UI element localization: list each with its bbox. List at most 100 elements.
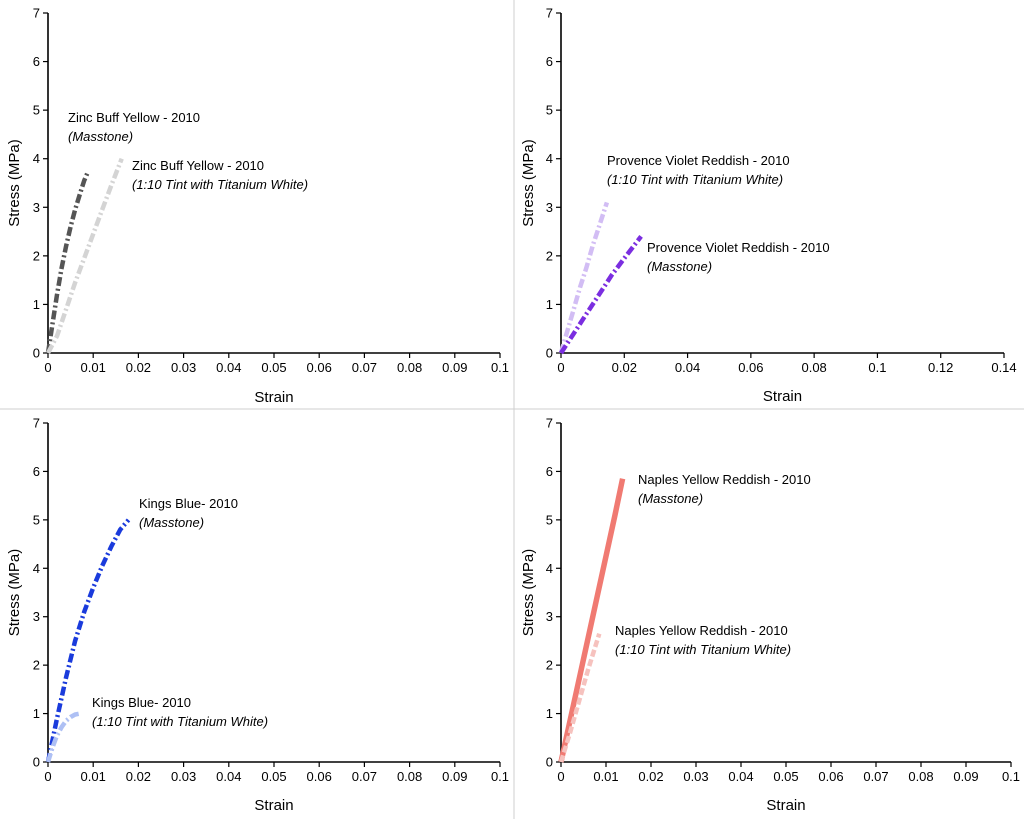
y-tick-label: 0 (546, 346, 553, 361)
x-tick-label: 0.03 (683, 769, 708, 784)
x-tick-label: 0.07 (352, 769, 377, 784)
x-tick-label: 0.14 (991, 360, 1016, 375)
series-annotation-subtitle: (1:10 Tint with Titanium White) (607, 172, 783, 187)
x-tick-label: 0.07 (352, 360, 377, 375)
x-axis-label: Strain (254, 389, 293, 406)
y-tick-label: 1 (33, 297, 40, 312)
x-tick-label: 0.02 (126, 769, 151, 784)
series-annotation-subtitle: (Masstone) (647, 259, 712, 274)
y-tick-label: 0 (33, 346, 40, 361)
x-tick-label: 0.08 (801, 360, 826, 375)
y-tick-label: 2 (33, 248, 40, 263)
x-tick-label: 0.02 (612, 360, 637, 375)
x-tick-label: 0 (557, 769, 564, 784)
x-tick-label: 0.06 (307, 360, 332, 375)
x-tick-label: 0.02 (126, 360, 151, 375)
series-annotation-title: Zinc Buff Yellow - 2010 (132, 158, 264, 173)
y-tick-label: 4 (546, 561, 553, 576)
x-tick-label: 0.02 (638, 769, 663, 784)
series-line (46, 157, 124, 355)
series-line (558, 478, 626, 763)
x-tick-label: 0.05 (261, 769, 286, 784)
series-annotation-subtitle: (1:10 Tint with Titanium White) (92, 714, 268, 729)
x-tick-label: 0.08 (397, 769, 422, 784)
y-tick-label: 0 (546, 755, 553, 770)
y-tick-label: 2 (546, 658, 553, 673)
series-annotation-title: Naples Yellow Reddish - 2010 (615, 623, 788, 638)
x-axis-label: Strain (254, 797, 293, 814)
x-tick-label: 0.1 (491, 360, 509, 375)
x-tick-label: 0.01 (593, 769, 618, 784)
series-annotation-title: Provence Violet Reddish - 2010 (647, 240, 830, 255)
x-tick-label: 0.1 (1002, 769, 1020, 784)
series-annotation-title: Zinc Buff Yellow - 2010 (68, 110, 200, 125)
chart-panel-2: 0 0.02 0.04 0.06 0.08 0.1 0.12 0.14 0 1 2 3 4 5 6 7 Stra… (520, 6, 1017, 406)
chart-panel-4: 0 0.01 0.02 0.03 0.04 0.05 0.06 0.07 0.08 0.09 0.1… (520, 416, 1020, 815)
y-tick-label: 5 (546, 103, 553, 118)
x-tick-label: 0.1 (491, 769, 509, 784)
x-tick-label: 0.06 (818, 769, 843, 784)
series-annotation-subtitle: (Masstone) (68, 129, 133, 144)
x-tick-label: 0.08 (908, 769, 933, 784)
y-tick-label: 3 (546, 200, 553, 215)
y-tick-label: 5 (33, 103, 40, 118)
y-tick-label: 3 (546, 609, 553, 624)
series-annotation-title: Naples Yellow Reddish - 2010 (638, 472, 811, 487)
x-tick-label: 0.09 (953, 769, 978, 784)
series-annotation-subtitle: (1:10 Tint with Titanium White) (615, 642, 791, 657)
x-tick-label: 0.01 (81, 360, 106, 375)
y-tick-label: 7 (33, 416, 40, 431)
y-axis-label: Stress (MPa) (6, 139, 23, 227)
y-tick-label: 1 (33, 706, 40, 721)
x-tick-label: 0.08 (397, 360, 422, 375)
x-tick-label: 0.06 (307, 769, 332, 784)
y-tick-label: 6 (546, 464, 553, 479)
y-tick-label: 3 (33, 200, 40, 215)
x-tick-label: 0.03 (171, 360, 196, 375)
y-tick-label: 6 (546, 54, 553, 69)
x-tick-label: 0.04 (216, 360, 241, 375)
series-line (45, 711, 81, 763)
y-tick-label: 5 (33, 512, 40, 527)
x-tick-label: 0.09 (442, 769, 467, 784)
y-axis-label: Stress (MPa) (520, 549, 537, 637)
x-tick-label: 0.01 (81, 769, 106, 784)
x-axis-label: Strain (766, 797, 805, 814)
x-tick-label: 0.04 (675, 360, 700, 375)
x-tick-label: 0.05 (261, 360, 286, 375)
y-tick-label: 6 (33, 54, 40, 69)
y-tick-label: 4 (33, 561, 40, 576)
x-tick-label: 0.03 (171, 769, 196, 784)
series-line (45, 518, 131, 763)
y-axis-label: Stress (MPa) (520, 139, 537, 227)
chart-panel-1: 0 0.01 0.02 0.03 0.04 0.05 0.06 0.07 0.08 0.09 0.1… (6, 6, 509, 407)
y-tick-label: 4 (33, 151, 40, 166)
series-line (558, 201, 610, 354)
y-tick-label: 1 (546, 297, 553, 312)
x-tick-label: 0 (557, 360, 564, 375)
y-tick-label: 1 (546, 706, 553, 721)
series-line (558, 633, 602, 763)
series-line (45, 172, 90, 354)
x-tick-label: 0 (44, 360, 51, 375)
series-line (559, 235, 643, 355)
chart-panel-3: 0 0.01 0.02 0.03 0.04 0.05 0.06 0.07 0.08 0.09 0.1… (6, 416, 509, 815)
y-tick-label: 6 (33, 464, 40, 479)
series-annotation-title: Provence Violet Reddish - 2010 (607, 153, 790, 168)
y-axis-label: Stress (MPa) (6, 549, 23, 637)
series-annotation-subtitle: (Masstone) (139, 515, 204, 530)
y-tick-label: 0 (33, 755, 40, 770)
y-tick-label: 5 (546, 512, 553, 527)
y-tick-label: 7 (546, 416, 553, 431)
x-tick-label: 0.07 (863, 769, 888, 784)
x-axis-label: Strain (763, 388, 802, 405)
x-tick-label: 0 (44, 769, 51, 784)
x-tick-label: 0.09 (442, 360, 467, 375)
x-tick-label: 0.1 (868, 360, 886, 375)
series-annotation-title: Kings Blue- 2010 (92, 695, 191, 710)
series-annotation-subtitle: (Masstone) (638, 491, 703, 506)
y-tick-label: 7 (546, 6, 553, 21)
x-tick-label: 0.05 (773, 769, 798, 784)
x-tick-label: 0.12 (928, 360, 953, 375)
